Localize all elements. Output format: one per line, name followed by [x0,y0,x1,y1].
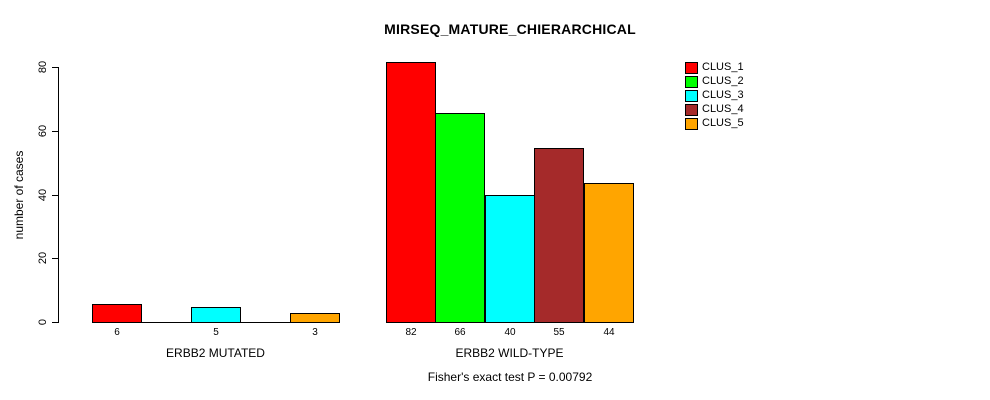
legend-label-clus_3: CLUS_3 [702,89,744,101]
bar-value-label: 82 [405,327,417,338]
bar-clus_1 [386,62,436,323]
bar-clus_5 [290,313,340,323]
bar-zero-clus_4 [240,322,290,323]
y-axis-tick-label: 60 [37,124,49,138]
legend-swatch-clus_5 [685,118,698,130]
bar-clus_5 [584,183,634,323]
y-axis-tick-label: 40 [37,188,49,202]
y-axis-tick [52,258,58,259]
bar-clus_1 [92,304,142,323]
legend-label-clus_5: CLUS_5 [702,117,744,129]
y-axis-tick [52,131,58,132]
bar-value-label: 66 [454,327,466,338]
y-axis-tick [52,195,58,196]
bar-value-label: 40 [504,327,516,338]
bar-clus_4 [534,148,584,323]
legend-label-clus_4: CLUS_4 [702,103,744,115]
y-axis-line [58,67,59,323]
legend-label-clus_1: CLUS_1 [702,61,744,73]
legend-swatch-clus_4 [685,104,698,116]
bar-value-label: 6 [114,327,120,338]
annotation-pvalue: Fisher's exact test P = 0.00792 [427,370,593,384]
y-axis-tick-label: 20 [37,251,49,265]
bar-zero-clus_2 [141,322,191,323]
bar-clus_3 [485,195,535,323]
legend-label-clus_2: CLUS_2 [702,75,744,87]
legend-swatch-clus_1 [685,62,698,74]
bar-value-label: 3 [312,327,318,338]
y-axis-tick-label: 0 [37,318,49,326]
bar-clus_3 [191,307,241,323]
chart-title: MIRSEQ_MATURE_CHIERARCHICAL [384,21,636,37]
bar-value-label: 5 [213,327,219,338]
x-group-label: ERBB2 WILD-TYPE [455,346,564,360]
bar-value-label: 44 [603,327,615,338]
bar-clus_2 [435,113,485,323]
legend-swatch-clus_3 [685,90,698,102]
bar-value-label: 55 [553,327,565,338]
y-axis-title: number of cases [12,150,26,240]
x-group-label: ERBB2 MUTATED [166,346,265,360]
y-axis-tick [52,322,58,323]
y-axis-tick-label: 80 [37,60,49,74]
y-axis-tick [52,67,58,68]
legend-swatch-clus_2 [685,76,698,88]
